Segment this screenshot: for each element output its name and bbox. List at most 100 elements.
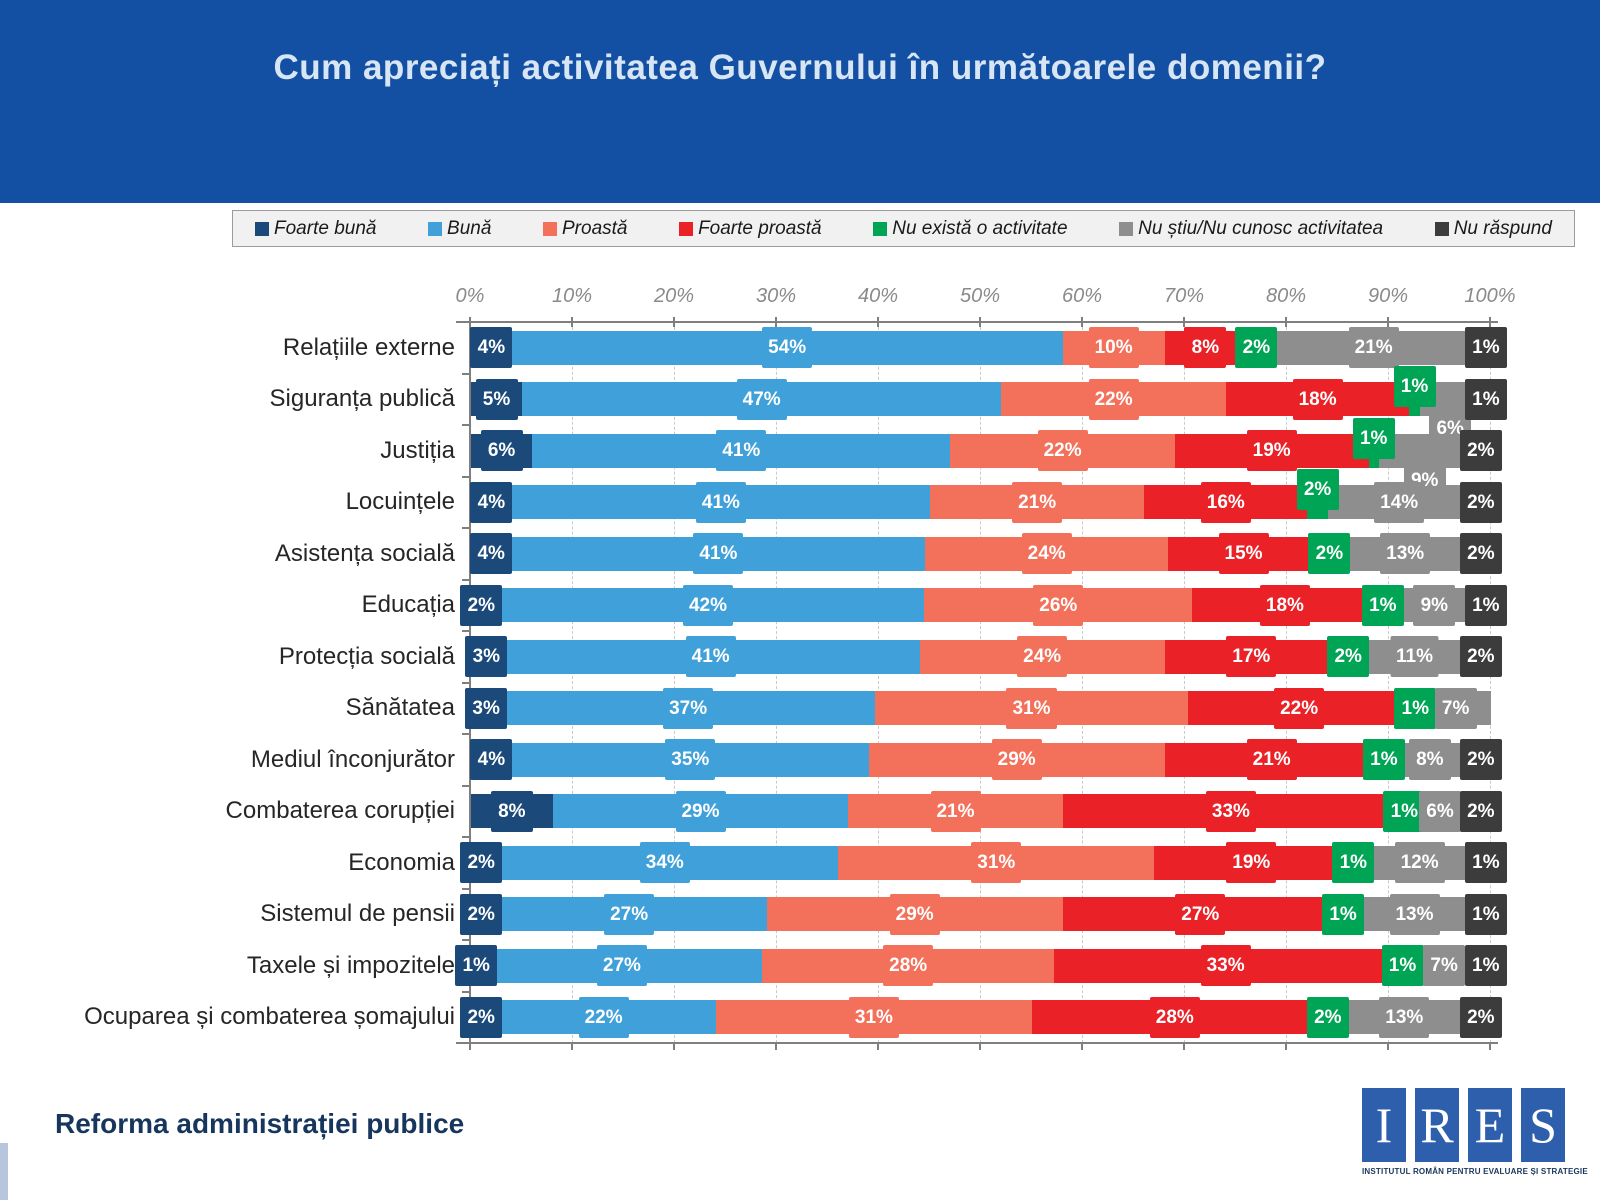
- value-label: 47%: [736, 378, 787, 420]
- value-label: 34%: [639, 842, 690, 884]
- logo-letter: S: [1521, 1088, 1565, 1162]
- value-label: 24%: [1021, 533, 1072, 575]
- value-label: 1%: [1361, 584, 1404, 626]
- value-label: 19%: [1226, 842, 1277, 884]
- value-label: 1%: [1464, 893, 1507, 935]
- axis-tick: [462, 1042, 470, 1044]
- value-label: 22%: [1088, 378, 1139, 420]
- value-label: 1%: [1381, 945, 1424, 987]
- value-label: 2%: [1459, 481, 1502, 523]
- legend-swatch: [1119, 221, 1134, 236]
- value-label: 1%: [1394, 687, 1437, 729]
- value-label: 28%: [883, 945, 934, 987]
- x-axis-line-bottom: [456, 1042, 1498, 1044]
- gridline: [674, 322, 675, 1043]
- axis-tick: [462, 321, 470, 323]
- value-label: 27%: [1175, 893, 1226, 935]
- value-label: 2%: [1327, 636, 1370, 678]
- value-label: 2%: [1306, 996, 1349, 1038]
- value-label: 6%: [480, 430, 523, 472]
- value-label: 9%: [1403, 459, 1446, 501]
- category-label: Justiția: [380, 436, 455, 464]
- value-label: 14%: [1374, 481, 1425, 523]
- value-label: 27%: [604, 893, 655, 935]
- value-label: 1%: [1383, 790, 1426, 832]
- axis-tick: [462, 887, 470, 890]
- value-label: 27%: [596, 945, 647, 987]
- x-axis-tick-label: 0%: [455, 285, 485, 307]
- bar-row: 2% 34% 31% 19% 1% 12% 1%: [460, 842, 1507, 884]
- axis-tick: [462, 372, 470, 375]
- axis-tick: [462, 424, 470, 426]
- value-label: 4%: [470, 481, 513, 523]
- axis-tick: [979, 1043, 981, 1050]
- legend-swatch: [543, 221, 557, 236]
- value-label: 18%: [1259, 584, 1310, 626]
- logo-caption: INSTITUTUL ROMÂN PENTRU EVALUARE ȘI STRA…: [1362, 1167, 1588, 1176]
- value-label: 3%: [465, 687, 508, 729]
- value-label: 29%: [889, 893, 940, 935]
- axis-tick: [462, 630, 470, 632]
- legend: Foarte bună Bună Proastă Foarte proastă Nu e…: [232, 210, 1575, 247]
- legend-swatch: [255, 221, 269, 236]
- axis-tick: [462, 578, 470, 581]
- value-label: 1%: [1362, 739, 1405, 781]
- legend-swatch: [679, 221, 694, 236]
- value-label: 2%: [460, 893, 503, 935]
- value-label: 8%: [1184, 327, 1227, 369]
- legend-item: Foarte proastă: [679, 218, 822, 240]
- axis-tick: [462, 836, 470, 838]
- value-label: 1%: [1464, 378, 1507, 420]
- y-axis-line: [469, 322, 471, 1043]
- value-label: 5%: [475, 378, 518, 420]
- value-label: 1%: [1464, 842, 1507, 884]
- value-label: 13%: [1380, 533, 1431, 575]
- axis-tick: [462, 527, 470, 529]
- value-label: 2%: [1296, 469, 1339, 511]
- value-label: 10%: [1088, 327, 1139, 369]
- value-label: 41%: [716, 430, 767, 472]
- legend-item: Foarte bună: [255, 218, 376, 240]
- bar-row: 1% 27% 28% 33% 1% 7% 1%: [455, 945, 1507, 987]
- category-label: Sănătatea: [345, 694, 455, 722]
- bar-row: 3% 41% 24% 17% 2% 11% 2%: [465, 636, 1502, 678]
- value-label: 41%: [685, 636, 736, 678]
- bar-row: 5% 47% 22% 18% 1% 6% 1%: [471, 366, 1507, 450]
- gridline: [878, 322, 879, 1043]
- bar-row: 4% 35% 29% 21% 1% 8% 2%: [470, 739, 1502, 781]
- legend-swatch: [873, 221, 888, 236]
- value-label: 2%: [1459, 430, 1502, 472]
- bar-row: 8% 29% 21% 33% 1% 6% 2%: [471, 790, 1502, 832]
- category-label: Mediul înconjurător: [250, 745, 455, 773]
- axis-tick: [571, 1043, 573, 1050]
- bar-row: 2% 22% 31% 28% 2% 13% 2%: [460, 996, 1502, 1038]
- value-label: 31%: [1006, 687, 1057, 729]
- value-label: 2%: [1308, 533, 1351, 575]
- value-label: 7%: [1434, 687, 1477, 729]
- value-label: 31%: [848, 996, 899, 1038]
- gridline: [572, 322, 573, 1043]
- value-label: 37%: [663, 687, 714, 729]
- accent-strip: [0, 1143, 8, 1200]
- x-axis-tick-label: 60%: [1061, 285, 1103, 307]
- value-label: 22%: [578, 996, 629, 1038]
- value-label: 33%: [1205, 790, 1256, 832]
- header-band: Cum apreciați activitatea Guvernului în …: [0, 0, 1600, 203]
- legend-item: Nu știu/Nu cunosc activitatea: [1119, 218, 1383, 240]
- value-label: 35%: [665, 739, 716, 781]
- bar-row: 2% 42% 26% 18% 1% 9% 1%: [460, 584, 1507, 626]
- legend-label: Nu răspund: [1453, 217, 1552, 239]
- x-axis-line: [456, 321, 1498, 323]
- footnote: Reforma administrației publice: [55, 1108, 465, 1139]
- x-axis-tick-label: 70%: [1163, 285, 1205, 307]
- bar-row: 3% 37% 31% 22% 1% 7%: [465, 687, 1491, 729]
- value-label: 29%: [675, 790, 726, 832]
- legend-item: Nu există o activitate: [873, 218, 1068, 240]
- x-axis-tick-label: 40%: [857, 285, 899, 307]
- value-label: 8%: [490, 790, 533, 832]
- x-axis-tick-label: 90%: [1367, 285, 1409, 307]
- value-label: 2%: [1459, 533, 1502, 575]
- category-label: Ocuparea și combaterea șomajului: [84, 1003, 455, 1031]
- x-axis-tick-label: 10%: [551, 285, 593, 307]
